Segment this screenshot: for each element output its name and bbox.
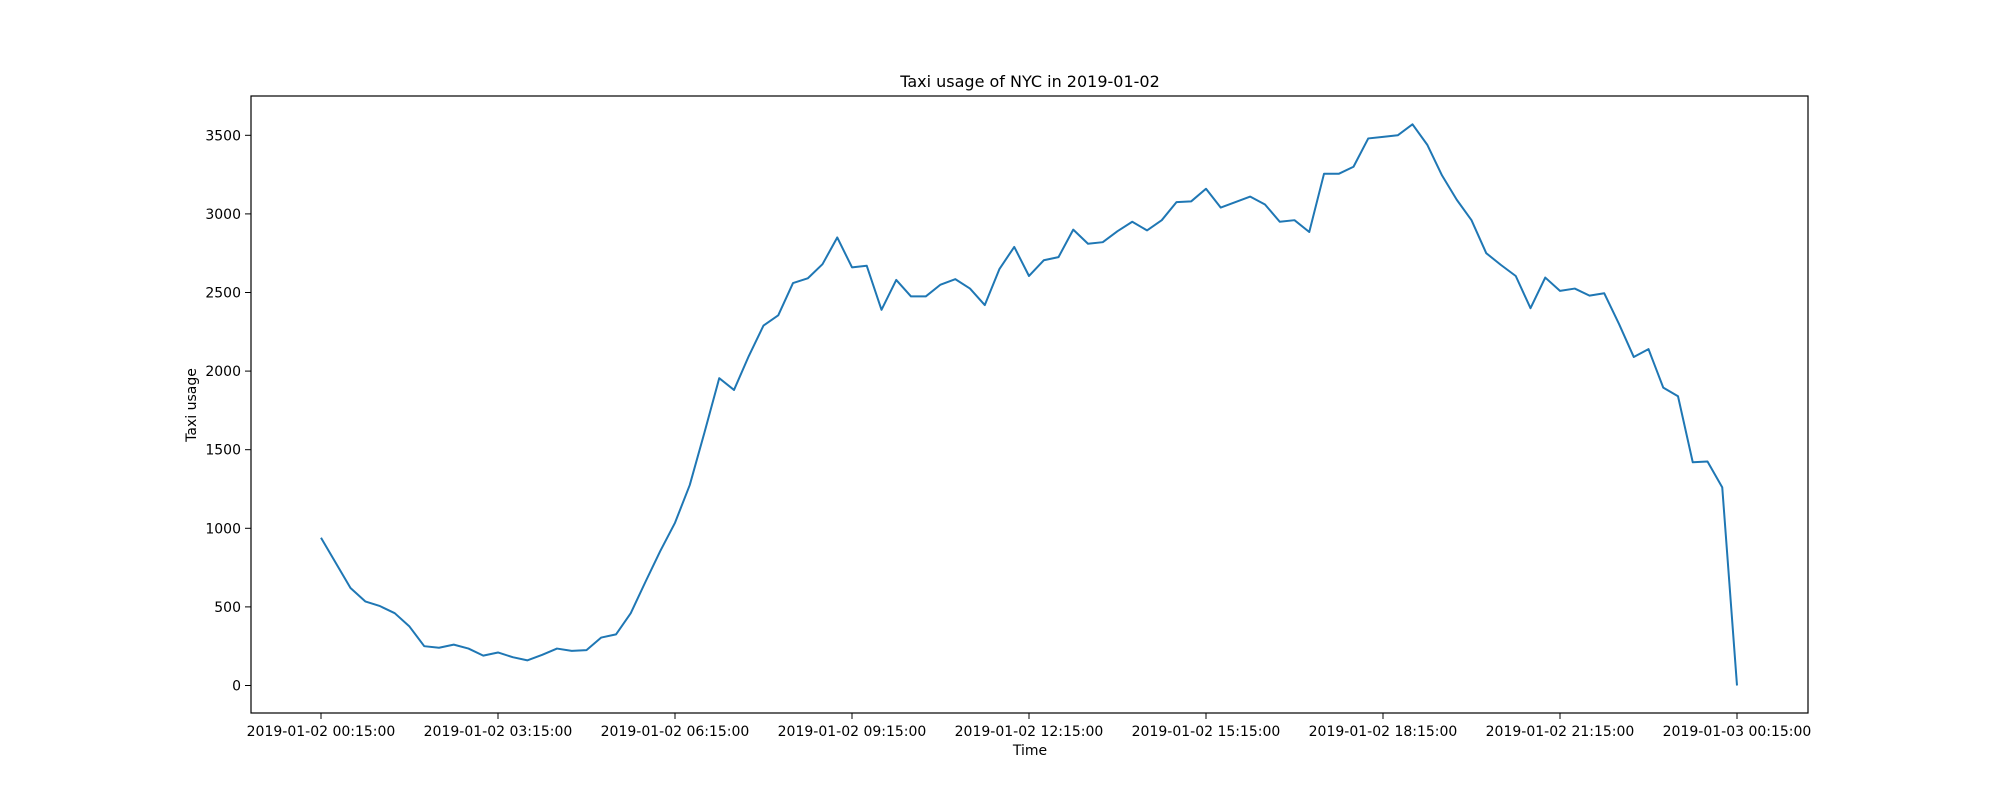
x-tick-label: 2019-01-02 21:15:00 [1486,724,1635,740]
x-tick-label: 2019-01-02 09:15:00 [778,724,927,740]
y-tick-label: 2500 [205,285,241,301]
y-tick-label: 1000 [205,521,241,537]
x-tick-label: 2019-01-02 03:15:00 [424,724,573,740]
y-tick-label: 500 [214,600,241,616]
y-tick-label: 0 [232,678,241,694]
chart-title: Taxi usage of NYC in 2019-01-02 [899,72,1160,91]
x-axis-label: Time [1012,743,1047,759]
y-tick-label: 2000 [205,364,241,380]
x-tick-label: 2019-01-02 00:15:00 [247,724,396,740]
x-tick-label: 2019-01-02 06:15:00 [601,724,750,740]
y-tick-label: 1500 [205,443,241,459]
y-tick-label: 3500 [205,128,241,144]
x-tick-label: 2019-01-02 18:15:00 [1309,724,1458,740]
x-axis-ticks: 2019-01-02 00:15:00 2019-01-02 03:15:00 20… [247,713,1812,740]
y-axis-ticks: 0 500 1000 1500 2000 2500 3000 3500 [205,128,251,694]
x-tick-label: 2019-01-02 15:15:00 [1132,724,1281,740]
y-axis-label: Taxi usage [184,368,200,443]
y-tick-label: 3000 [205,207,241,223]
x-tick-label: 2019-01-03 00:15:00 [1663,724,1812,740]
plot-frame [250,95,1809,714]
series-line [320,123,1738,686]
x-tick-label: 2019-01-02 12:15:00 [955,724,1104,740]
